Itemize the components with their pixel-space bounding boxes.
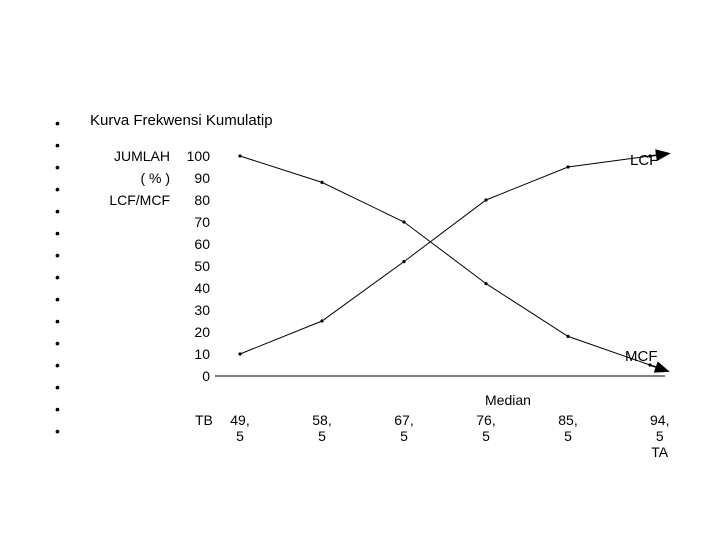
bullet-point: • [55,178,60,200]
page: ••••••••••••••• Kurva Frekwensi Kumulati… [0,0,720,540]
y-tick-value: 80 [180,189,210,211]
y-tick-row: ( % )90 [90,167,210,189]
x-tick: 85, 5 [558,412,577,444]
bullet-point: • [55,420,60,442]
chart-area [220,145,660,387]
x-axis-prefix: TB [195,412,213,428]
y-tick-row: 60 [90,233,210,255]
y-tick-value: 40 [180,277,210,299]
bullet-point: • [55,376,60,398]
y-tick-value: 90 [180,167,210,189]
x-tick: 94, 5 TA [650,412,669,460]
bullet-point: • [55,288,60,310]
y-tick-value: 10 [180,343,210,365]
y-tick-value: 60 [180,233,210,255]
bullet-point: • [55,222,60,244]
bullet-point: • [55,244,60,266]
bullet-point: • [55,112,60,134]
x-tick: 67, 5 [394,412,413,444]
bullet-point: • [55,266,60,288]
y-axis-labels: JUMLAH100( % )90LCF/MCF80706050403020100 [90,145,210,387]
y-tick-row: 10 [90,343,210,365]
y-tick-value: 100 [180,145,210,167]
y-tick-annotation: LCF/MCF [90,189,180,211]
series-label-lcf: LCF [630,152,658,169]
bullet-point: • [55,134,60,156]
bullet-point: • [55,156,60,178]
y-tick-row: 70 [90,211,210,233]
bullet-column: ••••••••••••••• [55,112,60,442]
bullet-point: • [55,398,60,420]
y-tick-row: 30 [90,299,210,321]
bullet-point: • [55,310,60,332]
y-tick-annotation: ( % ) [90,167,180,189]
bullet-point: • [55,332,60,354]
line-chart [220,145,660,387]
x-tick: 76, 5 [476,412,495,444]
bullet-point: • [55,354,60,376]
y-tick-annotation: JUMLAH [90,145,180,167]
y-tick-value: 0 [180,365,210,387]
x-tick: 58, 5 [312,412,331,444]
y-tick-row: 50 [90,255,210,277]
y-tick-row: JUMLAH100 [90,145,210,167]
y-tick-value: 20 [180,321,210,343]
y-tick-value: 50 [180,255,210,277]
chart-title: Kurva Frekwensi Kumulatip [90,112,273,129]
series-label-mcf: MCF [625,348,658,365]
y-tick-value: 30 [180,299,210,321]
y-tick-row: 20 [90,321,210,343]
y-tick-row: 0 [90,365,210,387]
y-tick-value: 70 [180,211,210,233]
y-tick-row: 40 [90,277,210,299]
x-tick: 49, 5 [230,412,249,444]
bullet-point: • [55,200,60,222]
y-tick-row: LCF/MCF80 [90,189,210,211]
median-label: Median [485,392,531,408]
